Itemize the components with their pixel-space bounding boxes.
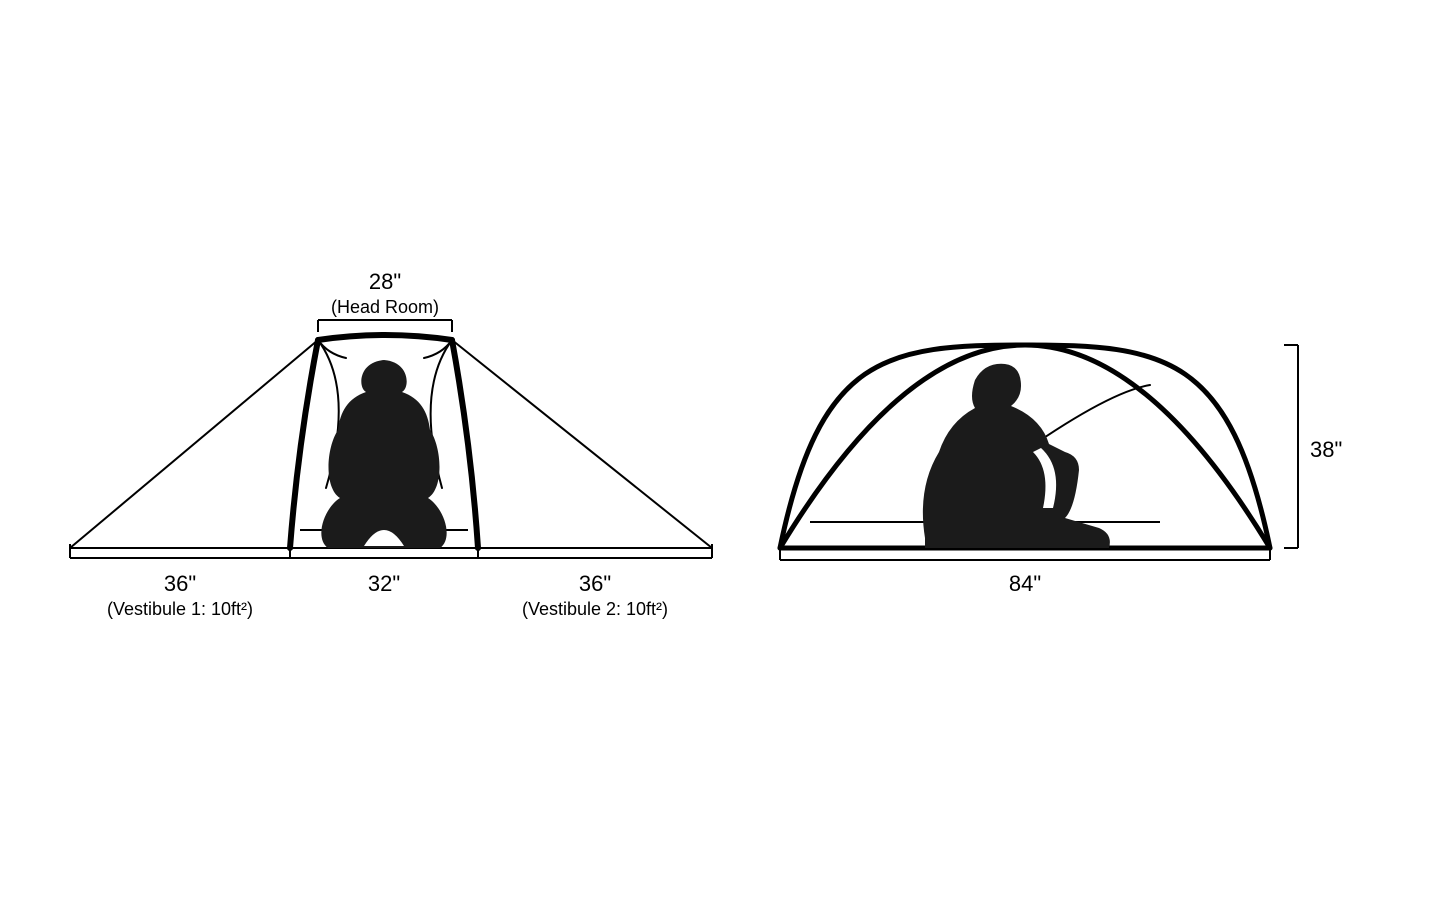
tent-dimension-diagram [0,0,1440,900]
label-inner-width-value: 32" [290,570,478,598]
label-headroom-sub: (Head Room) [318,296,452,319]
label-vestibule-1-value: 36" [70,570,290,598]
diagram-stage: 28" (Head Room) 36" (Vestibule 1: 10ft²)… [0,0,1440,900]
label-height-value: 38" [1310,436,1342,464]
label-headroom-value: 28" [318,268,452,296]
label-vestibule-2-value: 36" [478,570,712,598]
label-length: 84" [780,570,1270,598]
label-inner-width: 32" [290,570,478,598]
label-vestibule-1: 36" (Vestibule 1: 10ft²) [70,570,290,620]
label-height: 38" [1310,436,1342,464]
label-vestibule-1-sub: (Vestibule 1: 10ft²) [70,598,290,621]
label-vestibule-2: 36" (Vestibule 2: 10ft²) [478,570,712,620]
label-headroom: 28" (Head Room) [318,268,452,318]
label-length-value: 84" [780,570,1270,598]
label-vestibule-2-sub: (Vestibule 2: 10ft²) [478,598,712,621]
